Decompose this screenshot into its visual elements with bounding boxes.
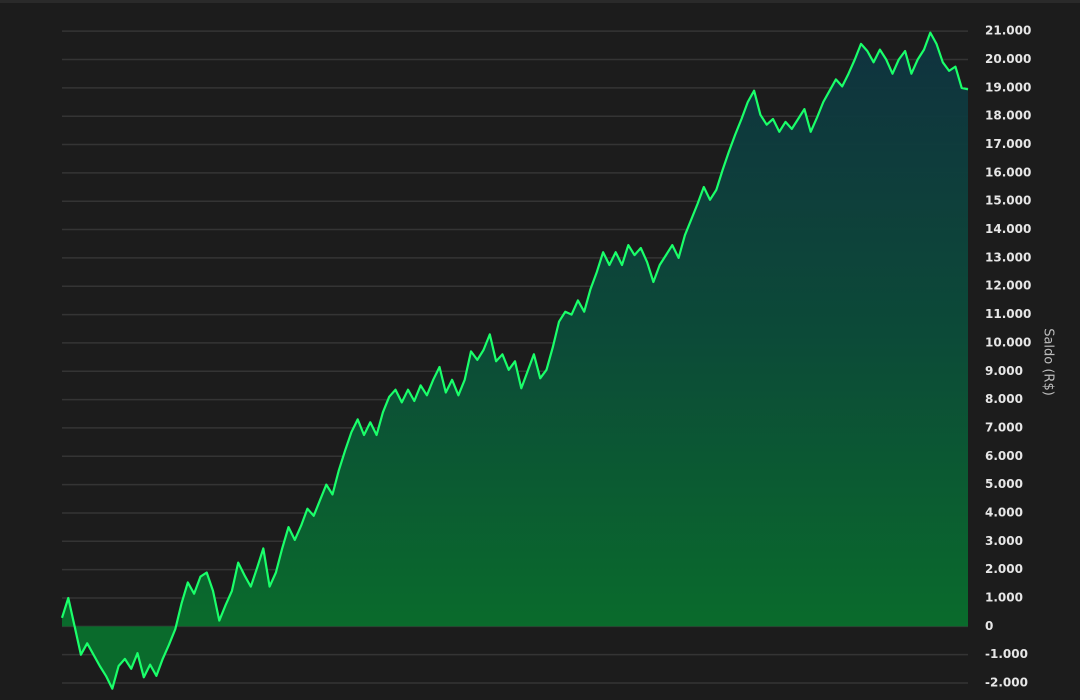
y-tick-label: 3.000 bbox=[985, 534, 1023, 548]
y-tick-label: -1.000 bbox=[985, 647, 1028, 661]
y-tick-label: 9.000 bbox=[985, 364, 1023, 378]
y-tick-label: 4.000 bbox=[985, 505, 1023, 519]
y-tick-label: 19.000 bbox=[985, 80, 1031, 94]
y-tick-label: 6.000 bbox=[985, 449, 1023, 463]
y-tick-label: 10.000 bbox=[985, 335, 1031, 349]
y-tick-label: 13.000 bbox=[985, 250, 1031, 264]
y-tick-label: 20.000 bbox=[985, 52, 1031, 66]
y-tick-label: 5.000 bbox=[985, 477, 1023, 491]
y-tick-label: 17.000 bbox=[985, 137, 1031, 151]
y-tick-label: 18.000 bbox=[985, 109, 1031, 123]
y-tick-label: 1.000 bbox=[985, 590, 1023, 604]
y-tick-label: 2.000 bbox=[985, 562, 1023, 576]
y-tick-label: 8.000 bbox=[985, 392, 1023, 406]
y-tick-label: 21.000 bbox=[985, 24, 1031, 38]
y-tick-label: 15.000 bbox=[985, 194, 1031, 208]
y-axis-label: Saldo (R$) bbox=[1041, 328, 1056, 396]
y-tick-label: 7.000 bbox=[985, 420, 1023, 434]
y-tick-label: 0 bbox=[985, 619, 993, 633]
area bbox=[62, 32, 968, 689]
y-tick-label: 12.000 bbox=[985, 279, 1031, 293]
balance-line bbox=[60, 31, 969, 690]
y-tick-label: 14.000 bbox=[985, 222, 1031, 236]
y-tick-label: 16.000 bbox=[985, 165, 1031, 179]
y-tick-label: 11.000 bbox=[985, 307, 1031, 321]
top-border bbox=[0, 0, 1080, 3]
y-tick-label: -2.000 bbox=[985, 675, 1028, 689]
